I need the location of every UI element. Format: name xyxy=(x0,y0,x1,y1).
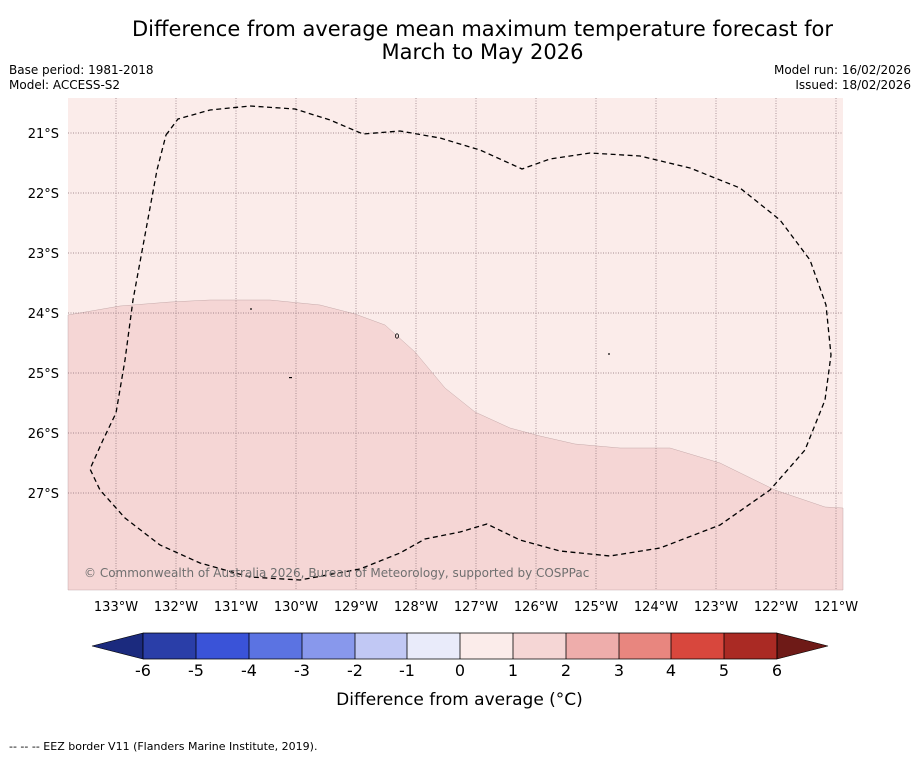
lon-label: 129°W xyxy=(334,600,378,615)
colorbar xyxy=(91,632,829,660)
lat-label: 25°S xyxy=(28,367,59,382)
colorbar-bin xyxy=(724,633,777,659)
colorbar-bin xyxy=(671,633,724,659)
colorbar-tick: 3 xyxy=(614,661,624,680)
lon-label: 123°W xyxy=(694,600,738,615)
colorbar-bin xyxy=(196,633,249,659)
colorbar-bin xyxy=(355,633,407,659)
lat-label: 22°S xyxy=(28,187,59,202)
colorbar-bin xyxy=(460,633,513,659)
colorbar-bin xyxy=(249,633,302,659)
lon-label: 126°W xyxy=(514,600,558,615)
colorbar-tick: 4 xyxy=(666,661,676,680)
colorbar-tick: -2 xyxy=(347,661,363,680)
colorbar-tick: -6 xyxy=(135,661,151,680)
lon-label: 121°W xyxy=(814,600,858,615)
title-line-1: Difference from average mean maximum tem… xyxy=(132,17,833,41)
model-name: Model: ACCESS-S2 xyxy=(9,78,121,92)
meta-right: Model run: 16/02/2026 Issued: 18/02/2026 xyxy=(774,63,911,93)
base-period: Base period: 1981-2018 xyxy=(9,63,154,77)
colorbar-bin xyxy=(566,633,619,659)
lon-label: 131°W xyxy=(214,600,258,615)
model-run: Model run: 16/02/2026 xyxy=(773,63,911,77)
latitude-labels: 21°S 22°S 23°S 24°S 25°S 26°S 27°S xyxy=(28,127,59,502)
colorbar-bin xyxy=(302,633,355,659)
colorbar-tick: -1 xyxy=(399,661,415,680)
lon-label: 125°W xyxy=(574,600,618,615)
title-line-2: March to May 2026 xyxy=(381,40,584,64)
eez-border xyxy=(89,105,832,581)
colorbar-tick: -4 xyxy=(241,661,257,680)
meta-left: Base period: 1981-2018 Model: ACCESS-S2 xyxy=(9,63,154,93)
lat-label: 26°S xyxy=(28,427,59,442)
colorbar-tick: 5 xyxy=(719,661,729,680)
colorbar-extend-low xyxy=(91,632,144,660)
lat-label: 24°S xyxy=(28,307,59,322)
lon-label: 128°W xyxy=(394,600,438,615)
issued-date: Issued: 18/02/2026 xyxy=(795,78,911,92)
colorbar-bin xyxy=(143,633,196,659)
lat-label: 21°S xyxy=(28,127,59,142)
anomaly-region-1-2 xyxy=(67,299,844,591)
chart-title: Difference from average mean maximum tem… xyxy=(100,18,865,64)
colorbar-tick: -3 xyxy=(294,661,310,680)
colorbar-extend-high xyxy=(776,632,829,660)
islands xyxy=(250,308,610,379)
colorbar-tick: 1 xyxy=(508,661,518,680)
gridlines xyxy=(68,98,843,590)
lon-label: 127°W xyxy=(454,600,498,615)
lon-label: 130°W xyxy=(274,600,318,615)
copyright-text: © Commonwealth of Australia 2026, Bureau… xyxy=(84,566,589,580)
lon-label: 133°W xyxy=(94,600,138,615)
colorbar-label: Difference from average (°C) xyxy=(336,690,583,710)
lon-label: 124°W xyxy=(634,600,678,615)
lon-label: 122°W xyxy=(754,600,798,615)
eez-footnote: -- -- -- EEZ border V11 (Flanders Marine… xyxy=(9,740,318,753)
colorbar-tick: 2 xyxy=(561,661,571,680)
colorbar-bin xyxy=(407,633,460,659)
colorbar-ticks: -6 -5 -4 -3 -2 -1 0 1 2 3 4 5 6 xyxy=(135,661,782,680)
colorbar-tick: -5 xyxy=(188,661,204,680)
lat-label: 23°S xyxy=(28,247,59,262)
colorbar-bin xyxy=(619,633,671,659)
lon-label: 132°W xyxy=(154,600,198,615)
longitude-labels: 133°W 132°W 131°W 130°W 129°W 128°W 127°… xyxy=(94,600,858,615)
lat-label: 27°S xyxy=(28,487,59,502)
colorbar-tick: 6 xyxy=(772,661,782,680)
colorbar-tick: 0 xyxy=(455,661,465,680)
colorbar-bin xyxy=(513,633,566,659)
